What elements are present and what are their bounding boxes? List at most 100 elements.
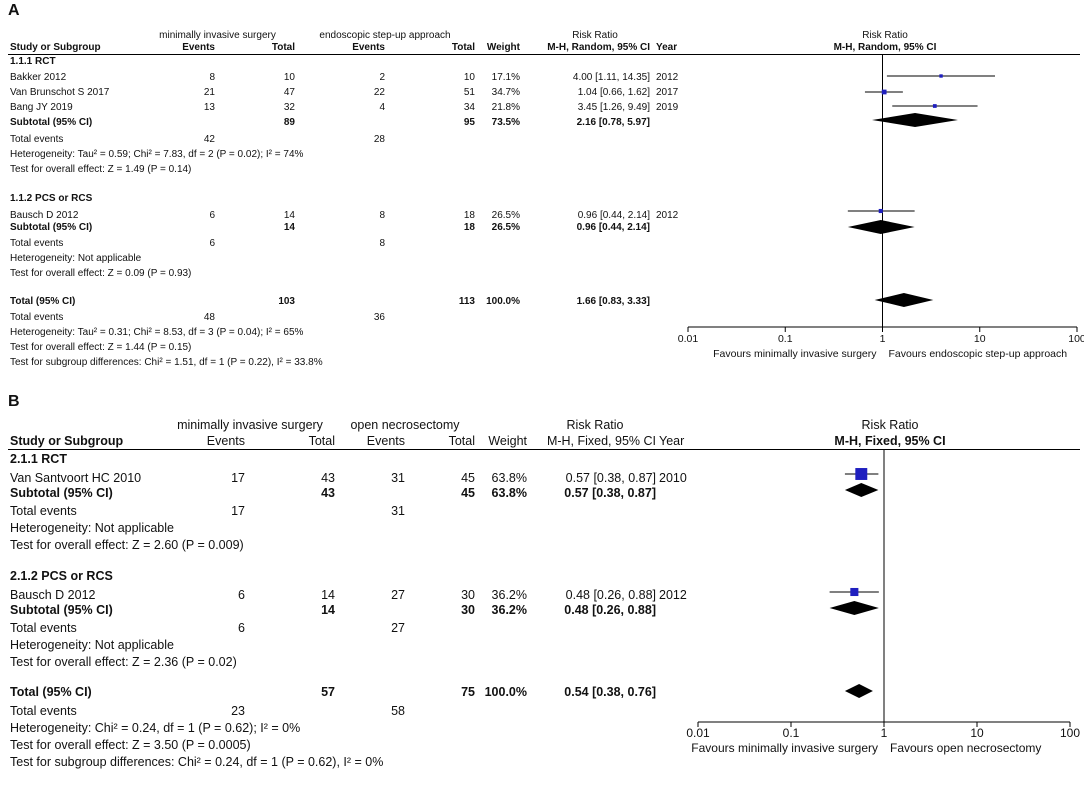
subtotal-diamond [872,113,958,127]
study-name: Van Santvoort HC 2010 [10,471,142,485]
total-events-experimental: 6 [238,621,245,635]
study-weight: 34.7% [491,87,520,98]
total-weight: 100.0% [484,685,527,699]
header-rule [8,449,1080,450]
study-point-estimate [881,89,887,95]
experimental-events: 21 [203,87,215,98]
total-label: Total (95% CI) [10,296,76,307]
overall-effect-text: Test for overall effect: Z = 0.09 (P = 0… [10,268,192,279]
study-weight: 17.1% [491,72,520,83]
study-name: Van Brunschot S 2017 [10,87,110,98]
total-diamond [844,684,873,698]
subtotal-label: Subtotal (95% CI) [10,117,93,128]
study-weight: 63.8% [491,471,527,485]
subtotal-label: Subtotal (95% CI) [10,222,93,233]
header-rule [8,54,1080,55]
total-events-control: 58 [391,704,405,718]
subtotal-control-total: 18 [463,222,475,233]
subtotal-diamond [829,601,879,615]
year-header: Year [656,42,678,53]
study-ci: 0.48 [0.26, 0.88] [565,588,656,602]
experimental-group-label: minimally invasive surgery [177,418,323,432]
subtotal-ci: 2.16 [0.78, 5.97] [576,117,650,128]
panel-label: A [8,2,20,19]
total-events-experimental: 17 [231,504,245,518]
experimental-total-header: Total [308,434,335,448]
experimental-events: 6 [238,588,245,602]
effect-method-header: M-H, Random, 95% CI [547,42,650,53]
study-ci: 3.45 [1.26, 9.49] [577,102,650,113]
favours-left-label: Favours minimally invasive surgery [713,348,877,360]
subtotal-ci: 0.96 [0.44, 2.14] [576,222,650,233]
overall-effect-text: Test for overall effect: Z = 2.36 (P = 0… [10,655,237,669]
forest-plot-graphic-a: 0.01 0.1 1 10 100 Favours minimally invasive … [678,55,1084,360]
experimental-group-label: minimally invasive surgery [159,30,276,41]
study-name: Bausch D 2012 [10,210,79,221]
experimental-events-header: Events [182,42,215,53]
plot-title: Risk Ratio [861,418,919,432]
subtotal-control-total: 95 [463,117,475,128]
study-column-header: Study or Subgroup [10,42,101,53]
subtotal-weight: 63.8% [491,486,527,500]
subgroup-heading: 1.1.2 PCS or RCS [10,193,93,204]
forest-plot-graphic-b: 0.01 0.1 1 10 100 Favours minimally invasive … [686,450,1080,755]
subtotal-weight: 36.2% [491,603,527,617]
experimental-events-header: Events [206,434,245,448]
subtotal-diamond [847,220,915,234]
control-total: 10 [463,72,475,83]
subtotal-experimental-total: 14 [283,222,295,233]
control-events-header: Events [366,434,405,448]
study-year: 2012 [659,588,687,602]
study-point-estimate [932,104,937,108]
heterogeneity-text: Heterogeneity: Not applicable [10,638,174,652]
study-name: Bakker 2012 [10,72,67,83]
total-weight: 100.0% [486,296,520,307]
control-events-header: Events [352,42,385,53]
experimental-events: 17 [231,471,245,485]
study-weight: 36.2% [491,588,527,602]
total-events-control: 8 [379,238,385,249]
total-events-control: 36 [373,312,385,323]
experimental-total: 47 [283,87,295,98]
x-axis-tick-label: 0.1 [778,333,793,345]
control-group-label: open necrosectomy [350,418,460,432]
study-year: 2012 [656,72,679,83]
x-axis-tick-label: 0.01 [686,726,710,740]
control-events: 27 [391,588,405,602]
total-events-control: 31 [391,504,405,518]
total-events-experimental: 42 [203,134,215,145]
x-axis-tick-label: 10 [974,333,986,345]
subtotal-label: Subtotal (95% CI) [10,486,113,500]
total-events-control: 28 [373,134,385,145]
control-total-header: Total [448,434,475,448]
favours-right-label: Favours open necrosectomy [890,741,1041,755]
total-control-total: 75 [461,685,475,699]
total-events-experimental: 6 [209,238,215,249]
total-events-label: Total events [10,504,77,518]
subtotal-control-total: 45 [461,486,475,500]
overall-effect-text: Test for overall effect: Z = 3.50 (P = 0… [10,738,251,752]
control-total: 18 [463,210,475,221]
experimental-total: 10 [283,72,295,83]
x-axis-tick-label: 1 [880,333,886,345]
total-control-total: 113 [458,296,475,307]
study-name: Bang JY 2019 [10,102,73,113]
experimental-total: 14 [283,210,295,221]
plot-method-header: M-H, Random, 95% CI [833,42,937,53]
control-events: 8 [379,210,385,221]
effect-method-header: M-H, Fixed, 95% CI [546,434,656,448]
x-axis-tick-label: 0.1 [783,726,800,740]
panel-label: B [8,393,20,410]
subtotal-experimental-total: 89 [283,117,295,128]
control-events: 31 [391,471,405,485]
study-ci: 0.96 [0.44, 2.14] [577,210,650,221]
total-experimental-total: 103 [278,296,295,307]
study-point-estimate [855,468,868,480]
overall-effect-text: Test for overall effect: Z = 1.49 (P = 0… [10,164,192,175]
subtotal-label: Subtotal (95% CI) [10,603,113,617]
total-diamond [874,293,934,307]
total-ci: 0.54 [0.38, 0.76] [564,685,656,699]
forest-plot-panel-a: A minimally invasive surgery endoscopic … [0,0,1084,392]
subtotal-ci: 0.57 [0.38, 0.87] [564,486,656,500]
forest-plot-panel-b: B minimally invasive surgery open necros… [0,392,1084,785]
